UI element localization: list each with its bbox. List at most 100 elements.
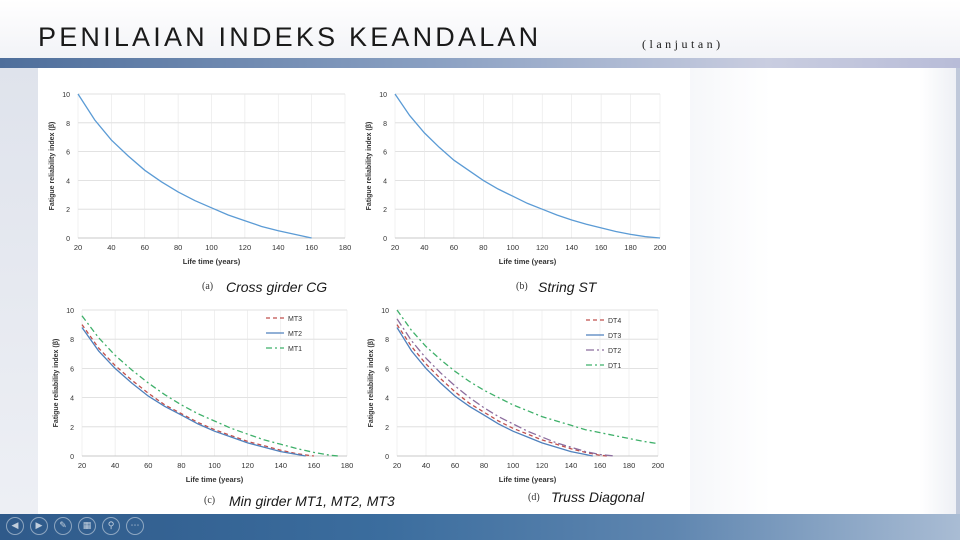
chart-3-y-tick-label: 6: [70, 366, 74, 373]
chart-1-x-axis-label: Life time (years): [183, 257, 241, 266]
chart-3-x-tick-label: 180: [341, 461, 354, 470]
chart-1-x-tick-label: 40: [107, 243, 115, 252]
pen-icon[interactable]: ✎: [54, 517, 72, 535]
chart-4-x-tick-label: 80: [480, 461, 488, 470]
chart-2-y-tick-label: 8: [383, 121, 387, 128]
chart-3-x-axis-label: Life time (years): [186, 475, 244, 484]
chart-4-x-tick-label: 200: [652, 461, 665, 470]
chart-3-x-tick-label: 120: [241, 461, 254, 470]
chart-1-y-tick-label: 10: [62, 92, 70, 99]
chart-3-legend-label: MT1: [288, 346, 302, 353]
slides-icon[interactable]: ▦: [78, 517, 96, 535]
chart-3-series-mt2-line: [81, 327, 306, 457]
chart-2-y-tick-label: 4: [383, 178, 387, 185]
chart-4-x-tick-label: 180: [623, 461, 636, 470]
chart-2-x-tick-label: 100: [507, 243, 520, 252]
next-icon[interactable]: ▶: [30, 517, 48, 535]
chart-4-x-tick-label: 140: [565, 461, 578, 470]
chart-2-x-tick-label: 120: [536, 243, 549, 252]
figure-panel: 0 2 4 6 8 10 20 40 60 80 100 120 140 160 180 Life time …: [38, 80, 690, 514]
chart-4-series-dt4-line: [396, 324, 608, 457]
chart-4-y-tick-label: 4: [385, 396, 389, 403]
chart-3-x-tick-label: 160: [308, 461, 321, 470]
left-side-panel: [0, 68, 38, 540]
chart-2-y-tick-label: 0: [383, 236, 387, 243]
chart-3-legend-label: MT2: [288, 331, 302, 338]
chart-3-y-axis-label: Fatigue reliability index (β): [53, 339, 60, 428]
chart-4-series-dt3-line: [396, 327, 593, 457]
chart-2-y-tick-label: 10: [379, 92, 387, 99]
chart-2-y-tick-label: 2: [383, 207, 387, 214]
chart-2-x-axis-label: Life time (years): [499, 257, 557, 266]
chart-3-y-tick-label: 2: [70, 425, 74, 432]
chart-4-y-tick-label: 10: [381, 308, 389, 315]
chart-1-y-tick-label: 8: [66, 121, 70, 128]
caption-d-letter: (d): [528, 492, 540, 503]
chart-3-x-tick-label: 20: [78, 461, 86, 470]
chart-4-y-tick-label: 8: [385, 337, 389, 344]
caption-b-letter: (b): [516, 281, 528, 292]
chart-3-y-tick-label: 10: [66, 308, 74, 315]
chart-4-x-tick-label: 100: [507, 461, 520, 470]
chart-4-legend-label: DT1: [608, 363, 621, 370]
slide-nav-toolbar: ◀ ▶ ✎ ▦ ⚲ ⋯: [6, 517, 144, 535]
chart-3-x-tick-label: 40: [111, 461, 119, 470]
chart-4-y-tick-label: 2: [385, 425, 389, 432]
chart-4-legend-label: DT2: [608, 348, 621, 355]
chart-4-y-tick-label: 6: [385, 366, 389, 373]
chart-4-x-tick-label: 20: [393, 461, 401, 470]
caption-c-text: Min girder MT1, MT2, MT3: [229, 493, 395, 509]
chart-4-legend-label: DT4: [608, 318, 621, 325]
caption-a-letter: (a): [202, 281, 214, 292]
chart-1-y-axis-label: Fatigue reliability index (β): [49, 122, 56, 211]
chart-4-x-axis-label: Life time (years): [499, 475, 557, 484]
chart-2-x-tick-label: 60: [450, 243, 458, 252]
chart-1-x-tick-label: 80: [174, 243, 182, 252]
chart-2-x-tick-label: 200: [654, 243, 667, 252]
chart-4-y-tick-label: 0: [385, 454, 389, 461]
chart-3-x-tick-label: 80: [177, 461, 185, 470]
more-icon[interactable]: ⋯: [126, 517, 144, 535]
caption-d-text: Truss Diagonal: [551, 489, 645, 505]
chart-3-y-tick-label: 0: [70, 454, 74, 461]
title-bar: [0, 0, 960, 58]
chart-1-series-1-line: [77, 93, 312, 239]
chart-3-series-mt3-line: [81, 324, 314, 457]
chart-3-x-tick-label: 60: [144, 461, 152, 470]
chart-3-x-tick-label: 100: [208, 461, 221, 470]
chart-1-x-tick-label: 100: [205, 243, 218, 252]
chart-4-series-dt2-line: [396, 318, 615, 457]
bottom-bar: [0, 514, 960, 540]
chart-2-x-tick-label: 40: [420, 243, 428, 252]
chart-1-x-tick-label: 160: [305, 243, 318, 252]
chart-3-x-tick-label: 140: [274, 461, 287, 470]
chart-4-series-dt1-line: [396, 309, 659, 445]
chart-4-legend-label: DT3: [608, 333, 621, 340]
prev-icon[interactable]: ◀: [6, 517, 24, 535]
slide-title: PENILAIAN INDEKS KEANDALAN: [38, 22, 542, 52]
chart-2-x-tick-label: 20: [391, 243, 399, 252]
chart-4-x-tick-label: 60: [451, 461, 459, 470]
chart-3-y-tick-label: 8: [70, 337, 74, 344]
chart-4-y-axis-label: Fatigue reliability index (β): [368, 339, 375, 428]
chart-4-x-tick-label: 120: [536, 461, 549, 470]
zoom-icon[interactable]: ⚲: [102, 517, 120, 535]
chart-2-x-tick-label: 80: [479, 243, 487, 252]
chart-3-series-mt1-line: [81, 315, 339, 457]
chart-3-y-tick-label: 4: [70, 396, 74, 403]
chart-4-x-tick-label: 40: [422, 461, 430, 470]
chart-2-x-tick-label: 180: [624, 243, 637, 252]
chart-2-series-1-line: [394, 93, 661, 239]
right-edge-stripe: [956, 68, 960, 540]
chart-2-x-tick-label: 140: [565, 243, 578, 252]
chart-2-x-tick-label: 160: [595, 243, 608, 252]
chart-4-x-tick-label: 160: [594, 461, 607, 470]
right-side-panel: [690, 68, 960, 540]
chart-1-y-tick-label: 4: [66, 178, 70, 185]
chart-3-legend-label: MT3: [288, 316, 302, 323]
chart-1-y-tick-label: 2: [66, 207, 70, 214]
caption-a-text: Cross girder CG: [226, 279, 328, 295]
caption-b-text: String ST: [538, 279, 597, 295]
chart-2-y-axis-label: Fatigue reliability index (β): [366, 122, 373, 211]
